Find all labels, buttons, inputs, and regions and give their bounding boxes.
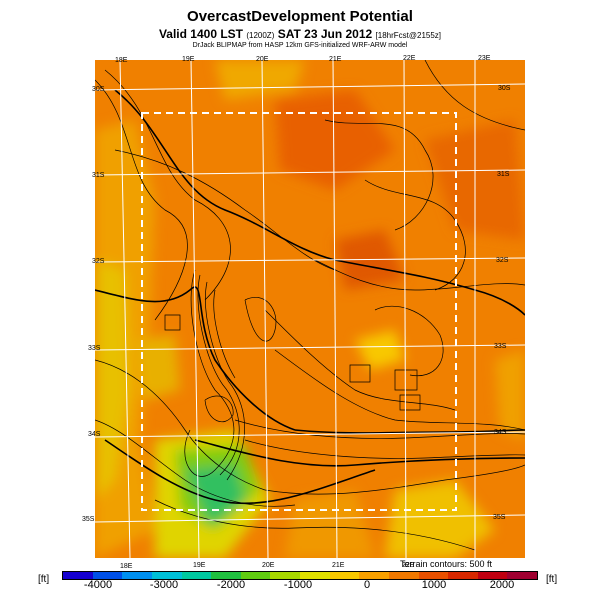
colorbar-swatch <box>388 572 419 579</box>
colorbar-swatch <box>211 572 241 579</box>
lon-label-top-19e: 19E <box>182 56 195 63</box>
lon-label-top-22e: 22E <box>403 55 416 62</box>
lon-label-bottom-20e: 20E <box>262 562 275 569</box>
lon-label-bottom-19e: 19E <box>193 562 206 569</box>
map-title: OvercastDevelopment Potential <box>187 8 413 25</box>
lat-label-left-31s: 31S <box>92 172 105 179</box>
valid-date: SAT 23 Jun 2012 <box>277 27 373 41</box>
lat-label-left-34s: 34S <box>88 431 101 438</box>
colorbar-tick-minus3000: -3000 <box>149 579 179 591</box>
colorbar-swatch <box>418 572 449 579</box>
colorbar-swatch <box>329 572 360 579</box>
colorbar-tick-0: 0 <box>363 579 371 591</box>
colorbar-swatch <box>507 572 537 579</box>
valid-utc: (1200Z) <box>246 31 275 40</box>
colorbar-swatch <box>122 572 152 579</box>
lon-label-bottom-22e: 22E <box>402 562 415 569</box>
lat-label-right-31s: 31S <box>497 171 510 178</box>
colorbar-swatch <box>300 572 330 579</box>
colorbar-tick-minus4000: -4000 <box>83 579 113 591</box>
colorbar <box>62 571 538 580</box>
terrain-contour-note: Terrain contours: 500 ft <box>400 559 493 569</box>
colorbar-swatch <box>477 572 508 579</box>
map-field-svg <box>95 60 525 558</box>
lat-label-right-30s: 30S <box>498 85 511 92</box>
lat-label-right-33s: 33S <box>494 343 507 350</box>
colorbar-swatch <box>92 572 123 579</box>
lon-label-top-23e: 23E <box>478 55 491 62</box>
terrain-contours <box>95 60 525 551</box>
lat-label-right-32s: 32S <box>496 257 509 264</box>
lat-label-left-33s: 33S <box>88 345 101 352</box>
colorbar-swatch <box>63 572 93 579</box>
colorbar-tick-1000: 1000 <box>421 579 447 591</box>
lon-label-bottom-18e: 18E <box>120 563 133 570</box>
valid-time-line: Valid 1400 LST (1200Z) SAT 23 Jun 2012 [… <box>0 27 600 41</box>
inner-domain-box <box>141 112 457 511</box>
lon-label-top-20e: 20E <box>256 56 269 63</box>
colorbar-unit-left: [ft] <box>38 574 50 585</box>
colorbar-tick-2000: 2000 <box>489 579 515 591</box>
colorbar-swatch <box>270 572 300 579</box>
lon-label-top-18e: 18E <box>115 57 128 64</box>
colorbar-swatch <box>151 572 182 579</box>
valid-label: Valid 1400 LST <box>158 27 243 41</box>
colorbar-unit-right: [ft] <box>546 574 558 585</box>
lat-label-right-34s: 34S <box>494 429 507 436</box>
lat-label-right-35s: 35S <box>493 514 506 521</box>
colorbar-swatch <box>359 572 389 579</box>
lon-label-bottom-21e: 21E <box>332 562 345 569</box>
graticule <box>95 60 525 558</box>
colorbar-swatch <box>181 572 212 579</box>
colorbar-swatch <box>240 572 271 579</box>
colorbar-swatch <box>448 572 478 579</box>
colorbar-tick-minus2000: -2000 <box>216 579 246 591</box>
forecast-map <box>95 60 525 558</box>
colorbar-tick-minus1000: -1000 <box>283 579 313 591</box>
lat-label-left-32s: 32S <box>92 258 105 265</box>
field-patches <box>95 60 525 558</box>
forecast-tag: [18hrFcst@2155z] <box>375 31 442 40</box>
model-credit: DrJack BLIPMAP from HASP 12km GFS-initia… <box>192 42 408 49</box>
lat-label-left-30s: 30S <box>92 86 105 93</box>
lat-label-left-35s: 35S <box>82 516 95 523</box>
lon-label-top-21e: 21E <box>329 56 342 63</box>
